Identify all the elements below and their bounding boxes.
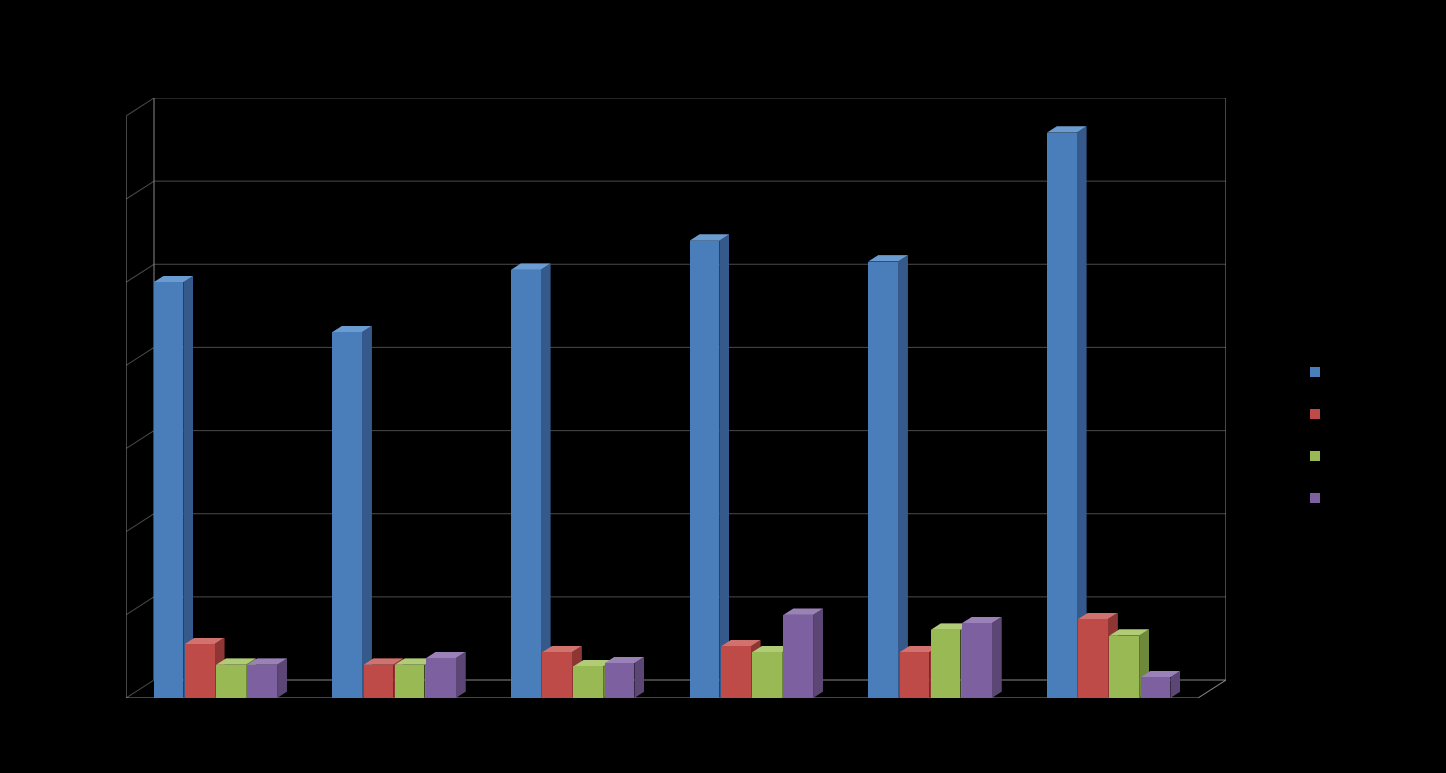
bar-series-4-group5 (962, 623, 992, 698)
bar-series-4-group2 (426, 658, 456, 698)
bar-series-1-group2 (332, 332, 362, 698)
bar-series-1-group3 (511, 270, 541, 698)
bar-series-1-group4 (690, 241, 720, 698)
legend-item-series-1 (1310, 362, 1320, 382)
bar-series-3-group5 (931, 630, 961, 698)
bar-series-2-group1 (185, 644, 215, 698)
bar-series-3-group6 (1109, 636, 1139, 698)
legend-swatch-series-2 (1310, 409, 1320, 419)
bar-series-1-group6 (1047, 133, 1077, 698)
bar-series-4-group6 (1141, 677, 1171, 698)
bar-series-2-group2 (364, 665, 394, 698)
chart-legend (1310, 362, 1320, 508)
bar-series-3-group4 (752, 652, 782, 698)
bar-series-1-group1 (154, 282, 184, 698)
legend-swatch-series-4 (1310, 493, 1320, 503)
bar-series-3-group3 (573, 666, 603, 698)
bar-series-3-group1 (216, 665, 246, 698)
grouped-3d-bar-chart (126, 98, 1226, 698)
bar-series-2-group4 (721, 646, 751, 698)
bar-series-4-group1 (247, 665, 277, 698)
legend-item-series-3 (1310, 446, 1320, 466)
bar-series-3-group2 (395, 665, 425, 698)
legend-swatch-series-3 (1310, 451, 1320, 461)
legend-swatch-series-1 (1310, 367, 1320, 377)
bar-series-2-group3 (542, 652, 572, 698)
bar-series-4-group4 (783, 615, 813, 698)
legend-item-series-2 (1310, 404, 1320, 424)
bar-series-2-group6 (1078, 619, 1108, 698)
bar-series-1-group5 (868, 262, 898, 699)
bar-series-2-group5 (900, 652, 930, 698)
legend-item-series-4 (1310, 488, 1320, 508)
bar-series-4-group3 (605, 663, 635, 698)
